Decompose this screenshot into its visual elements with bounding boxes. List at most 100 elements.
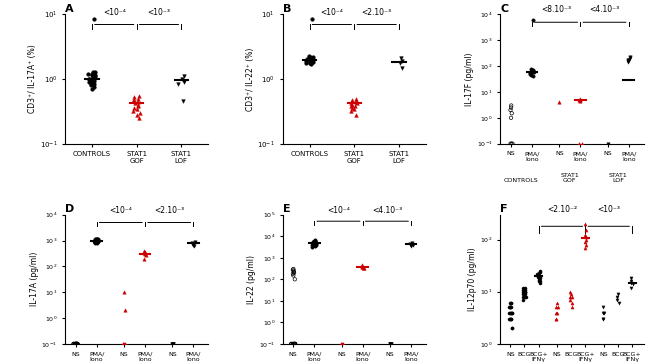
Point	[289, 270, 299, 276]
Point	[358, 265, 368, 270]
Point	[566, 300, 577, 306]
Point	[351, 96, 361, 101]
Point	[86, 83, 96, 88]
Point	[301, 58, 311, 64]
Point	[612, 294, 623, 300]
Point	[385, 341, 396, 347]
Text: <4.10⁻³: <4.10⁻³	[372, 206, 402, 215]
Point	[551, 316, 561, 322]
Point	[301, 60, 311, 66]
Point	[625, 55, 636, 61]
Point	[384, 341, 395, 347]
Point	[140, 251, 150, 257]
Point	[128, 98, 138, 104]
Point	[307, 59, 317, 65]
Point	[525, 70, 536, 76]
Point	[72, 341, 83, 347]
Point	[129, 94, 140, 100]
Point	[566, 291, 576, 297]
Point	[189, 243, 200, 249]
Point	[575, 97, 585, 103]
Point	[307, 57, 318, 63]
Point	[603, 141, 614, 147]
Point	[580, 239, 590, 245]
Point	[307, 240, 318, 245]
Point	[575, 96, 585, 102]
Point	[518, 291, 528, 297]
Y-axis label: CD3⁺/ IL-17A⁺ (%): CD3⁺/ IL-17A⁺ (%)	[28, 45, 37, 113]
Point	[89, 239, 99, 245]
Point	[506, 110, 517, 116]
Point	[304, 55, 314, 61]
Point	[88, 84, 99, 90]
Y-axis label: IL-17A (pg/ml): IL-17A (pg/ml)	[29, 252, 38, 307]
Point	[118, 341, 129, 347]
Point	[506, 310, 517, 315]
Point	[505, 300, 515, 306]
Point	[86, 81, 96, 87]
Point	[87, 76, 98, 82]
Point	[304, 53, 314, 59]
Point	[309, 239, 320, 244]
Point	[168, 341, 178, 347]
Point	[385, 341, 396, 347]
Point	[120, 307, 131, 313]
Point	[289, 341, 300, 347]
Point	[528, 69, 539, 75]
Point	[88, 69, 98, 75]
Point	[581, 228, 592, 233]
Point	[534, 275, 545, 281]
Point	[506, 316, 516, 322]
Point	[167, 341, 177, 347]
Point	[118, 341, 128, 347]
Point	[177, 98, 188, 104]
Point	[598, 316, 608, 322]
Point	[92, 238, 103, 244]
Y-axis label: CD3⁺/ IL-22⁺ (%): CD3⁺/ IL-22⁺ (%)	[246, 47, 255, 111]
Point	[396, 58, 407, 64]
Text: C: C	[500, 4, 508, 14]
Point	[525, 72, 536, 78]
Point	[575, 97, 585, 103]
Point	[310, 242, 320, 248]
Point	[310, 243, 320, 249]
Point	[289, 268, 299, 274]
Point	[69, 341, 79, 347]
Point	[580, 221, 590, 227]
Point	[580, 242, 591, 248]
Point	[504, 304, 514, 310]
Point	[506, 325, 517, 331]
Point	[310, 237, 320, 243]
Point	[525, 71, 535, 77]
Point	[553, 304, 564, 310]
Point	[70, 341, 81, 347]
Point	[581, 237, 592, 243]
Point	[309, 241, 319, 247]
Point	[90, 75, 100, 81]
Point	[118, 341, 129, 347]
Point	[352, 101, 363, 106]
Point	[307, 16, 317, 22]
Point	[72, 341, 82, 347]
Point	[70, 341, 81, 347]
Point	[347, 97, 358, 102]
Point	[625, 54, 635, 60]
Point	[623, 57, 633, 63]
Point	[93, 238, 103, 244]
Point	[527, 67, 538, 73]
Point	[90, 240, 101, 245]
Point	[188, 243, 198, 248]
Text: E: E	[283, 204, 291, 214]
Point	[406, 243, 416, 248]
Point	[528, 68, 538, 74]
Point	[92, 239, 102, 245]
Point	[139, 251, 150, 256]
Point	[83, 71, 94, 77]
Point	[131, 112, 142, 118]
Point	[92, 240, 102, 245]
Point	[188, 242, 198, 248]
Point	[505, 316, 515, 322]
Point	[406, 240, 417, 246]
Text: D: D	[65, 204, 74, 214]
Point	[173, 81, 183, 87]
